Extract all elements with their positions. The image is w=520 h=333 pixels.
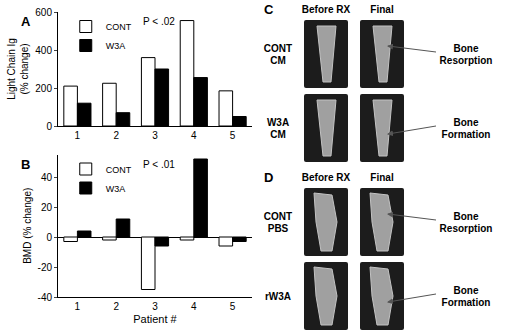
svg-text:W3A: W3A <box>106 41 126 51</box>
svg-text:Light Chain Ig(% change): Light Chain Ig(% change) <box>6 38 30 100</box>
svg-text:-20: -20 <box>38 262 53 273</box>
svg-text:Patient #: Patient # <box>133 313 177 325</box>
svg-text:D: D <box>264 170 273 185</box>
svg-text:Formation: Formation <box>442 129 491 140</box>
svg-text:CONT: CONT <box>264 43 292 54</box>
svg-text:200: 200 <box>35 83 52 94</box>
svg-text:P < .01: P < .01 <box>143 159 175 170</box>
svg-text:Bone: Bone <box>454 285 479 296</box>
svg-text:5: 5 <box>230 130 236 141</box>
svg-text:Final: Final <box>370 172 394 183</box>
svg-text:C: C <box>264 2 274 17</box>
svg-text:Final: Final <box>370 4 394 15</box>
svg-text:0: 0 <box>46 121 52 132</box>
svg-text:600: 600 <box>35 7 52 18</box>
svg-text:2: 2 <box>113 301 119 312</box>
svg-text:CM: CM <box>270 55 286 66</box>
svg-text:CM: CM <box>270 129 286 140</box>
svg-text:5: 5 <box>230 301 236 312</box>
svg-text:3: 3 <box>152 301 158 312</box>
svg-text:rW3A: rW3A <box>265 291 291 302</box>
svg-text:Resorption: Resorption <box>440 223 493 234</box>
svg-text:Bone: Bone <box>454 211 479 222</box>
svg-text:P < .02: P < .02 <box>143 16 175 27</box>
svg-text:Before RX: Before RX <box>302 172 351 183</box>
svg-text:4: 4 <box>191 301 197 312</box>
svg-text:CONT: CONT <box>264 211 292 222</box>
svg-text:W3A: W3A <box>106 184 126 194</box>
svg-text:Before RX: Before RX <box>302 4 351 15</box>
svg-text:CONT: CONT <box>106 165 132 175</box>
svg-text:CONT: CONT <box>106 22 132 32</box>
svg-text:4: 4 <box>191 130 197 141</box>
svg-text:PBS: PBS <box>268 223 289 234</box>
svg-text:A: A <box>21 14 31 29</box>
svg-text:Formation: Formation <box>442 297 491 308</box>
svg-text:BMD (% change): BMD (% change) <box>22 188 33 264</box>
svg-text:1: 1 <box>75 130 81 141</box>
svg-text:-40: -40 <box>38 292 53 303</box>
svg-text:Bone: Bone <box>454 43 479 54</box>
svg-text:0: 0 <box>46 232 52 243</box>
svg-text:1: 1 <box>75 301 81 312</box>
svg-text:W3A: W3A <box>267 117 289 128</box>
svg-text:Bone: Bone <box>454 117 479 128</box>
svg-text:400: 400 <box>35 45 52 56</box>
svg-text:B: B <box>21 157 30 172</box>
svg-text:40: 40 <box>41 172 53 183</box>
svg-text:Resorption: Resorption <box>440 55 493 66</box>
svg-text:3: 3 <box>152 130 158 141</box>
svg-text:2: 2 <box>113 130 119 141</box>
svg-text:20: 20 <box>41 202 53 213</box>
